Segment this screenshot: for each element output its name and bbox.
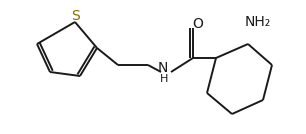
Text: NH₂: NH₂: [245, 15, 271, 29]
Text: O: O: [192, 17, 203, 31]
Text: S: S: [71, 9, 79, 23]
Text: N: N: [158, 61, 168, 75]
Text: H: H: [160, 74, 168, 84]
